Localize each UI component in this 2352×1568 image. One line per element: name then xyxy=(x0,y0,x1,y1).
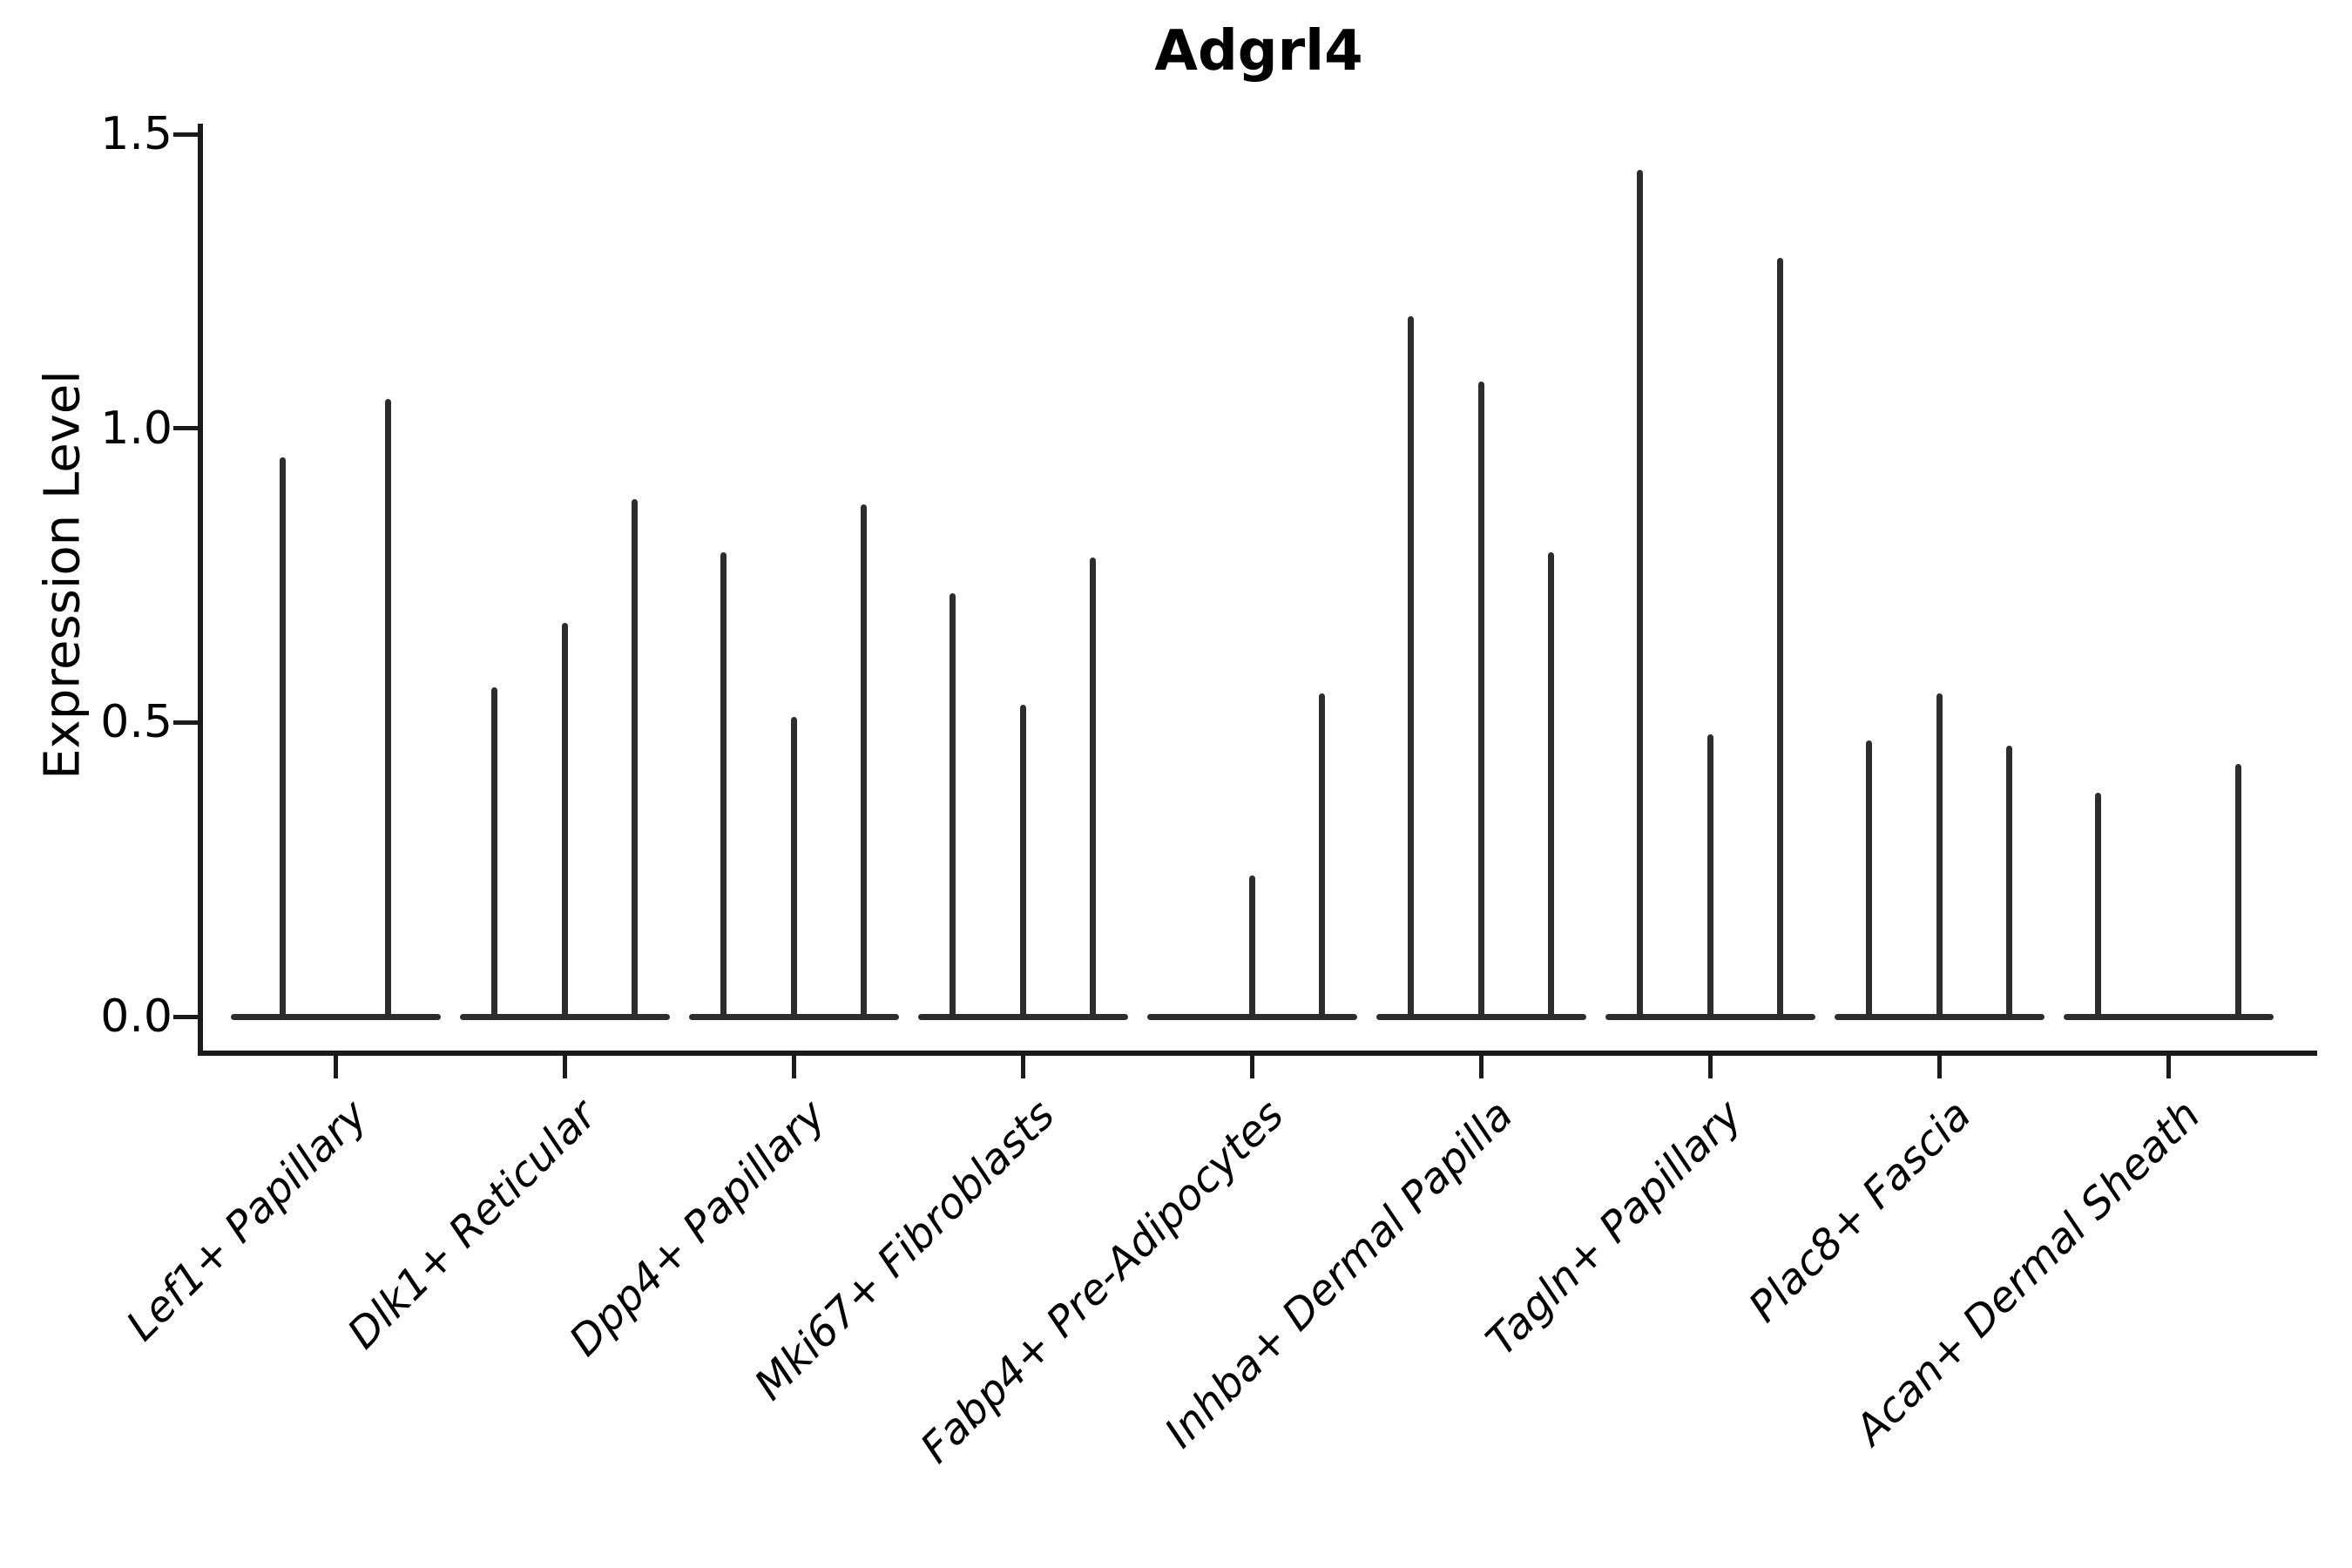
violin-spike xyxy=(950,592,956,1020)
x-axis-spine xyxy=(198,1051,2317,1056)
x-tick-mark xyxy=(1478,1056,1484,1078)
violin-spike xyxy=(720,551,727,1020)
x-tick-mark xyxy=(1249,1056,1254,1078)
violin-spike xyxy=(1089,558,1096,1020)
x-tick-mark xyxy=(2166,1056,2171,1078)
violin-spike xyxy=(2095,793,2102,1020)
violin-spike xyxy=(790,716,797,1020)
y-tick-mark xyxy=(173,1014,198,1019)
x-tick-mark xyxy=(1707,1056,1713,1078)
violin-spike xyxy=(280,457,287,1020)
violin-spike xyxy=(384,398,391,1020)
x-tick-label: Fabp4+ Pre-Adipocytes xyxy=(911,1091,1294,1473)
violin-spike xyxy=(1019,705,1026,1020)
y-tick-label: 0.0 xyxy=(100,990,172,1043)
violin-spike xyxy=(860,504,867,1020)
violin-spike xyxy=(1408,316,1415,1020)
violin-spike xyxy=(1547,551,1554,1020)
violin-spike xyxy=(2005,746,2012,1020)
y-tick-mark xyxy=(173,720,198,725)
violin-spike xyxy=(1707,733,1713,1020)
violin-baseline xyxy=(230,1013,441,1020)
x-tick-mark xyxy=(1020,1056,1025,1078)
x-tick-label: Dpp4+ Papillary xyxy=(560,1091,835,1366)
y-tick-label: 1.5 xyxy=(100,108,172,161)
violin-baseline xyxy=(2063,1013,2274,1020)
x-tick-label: Dlk1+ Reticular xyxy=(338,1091,606,1359)
x-tick-label: Lef1+ Papillary xyxy=(117,1091,377,1351)
violin-spike xyxy=(1318,693,1325,1020)
y-axis-spine xyxy=(198,124,203,1056)
x-tick-mark xyxy=(1936,1056,1942,1078)
x-tick-mark xyxy=(562,1056,567,1078)
chart-title: Adgrl4 xyxy=(1154,19,1363,84)
violin-spike xyxy=(491,686,498,1020)
x-tick-label: Tagln+ Papillary xyxy=(1477,1091,1752,1366)
y-tick-mark xyxy=(173,132,198,137)
x-tick-label: Plac8+ Fascia xyxy=(1739,1091,1981,1332)
violin-spike xyxy=(631,498,638,1020)
x-tick-mark xyxy=(791,1056,796,1078)
violin-spike xyxy=(2234,763,2241,1020)
y-tick-mark xyxy=(173,426,198,431)
x-tick-mark xyxy=(333,1056,338,1078)
violin-spike xyxy=(561,622,568,1020)
violin-spike xyxy=(1477,381,1484,1020)
violin-spike xyxy=(1936,693,1943,1020)
violin-spike xyxy=(1776,257,1783,1020)
violin-spike xyxy=(1637,169,1644,1020)
violin-spike xyxy=(1248,875,1255,1020)
y-tick-label: 1.0 xyxy=(100,402,172,455)
y-tick-label: 0.5 xyxy=(100,696,172,749)
violin-spike xyxy=(1866,740,1873,1020)
